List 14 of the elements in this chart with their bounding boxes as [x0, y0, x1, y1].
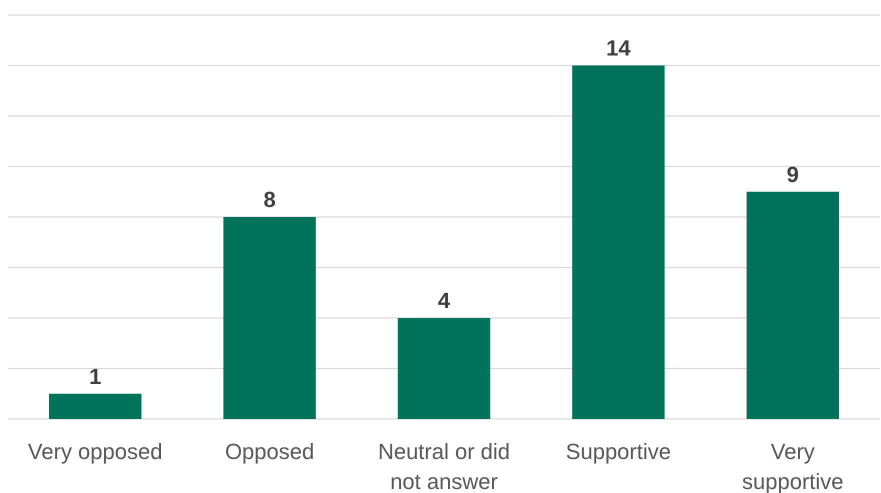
x-tick-label: Opposed	[224, 439, 314, 464]
x-tick-label: Supportive	[566, 439, 671, 464]
x-tick-label: Very opposed	[28, 439, 162, 464]
data-label: 8	[263, 187, 276, 212]
bar	[746, 192, 840, 419]
bar	[223, 217, 316, 419]
bar	[398, 318, 490, 419]
data-label: 4	[438, 288, 451, 313]
data-label: 14	[606, 36, 632, 60]
bar	[572, 66, 665, 419]
data-label: 1	[89, 364, 102, 389]
bar	[48, 394, 142, 419]
data-label: 9	[786, 162, 799, 187]
x-tick-label: Neutral or did not answer	[378, 439, 510, 493]
